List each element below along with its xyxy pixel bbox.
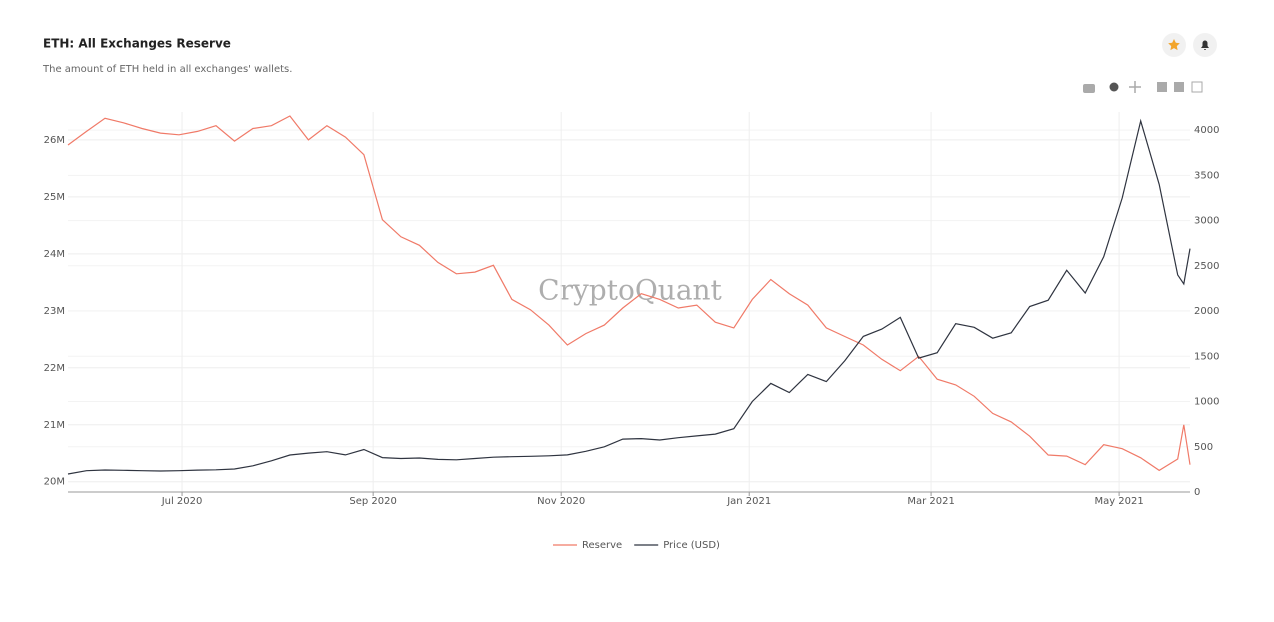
x-tick-label: Mar 2021 <box>907 496 955 507</box>
y2-tick-label: 4000 <box>1194 125 1219 136</box>
x-tick-label: Jan 2021 <box>726 496 771 507</box>
y2-tick-label: 500 <box>1194 442 1213 453</box>
y2-tick-label: 1500 <box>1194 351 1219 362</box>
y-tick-label: 23M <box>44 306 65 317</box>
y-tick-label: 22M <box>44 363 65 374</box>
y2-tick-label: 0 <box>1194 487 1200 498</box>
grid <box>68 112 1190 493</box>
x-tick-label: May 2021 <box>1094 496 1143 507</box>
x-tick-label: Jul 2020 <box>161 496 203 507</box>
reset-icon[interactable] <box>1191 81 1203 93</box>
camera-icon[interactable] <box>1083 84 1095 93</box>
y2-tick-label: 2500 <box>1194 261 1219 272</box>
chart-title: ETH: All Exchanges Reserve <box>43 37 231 51</box>
chart-subtitle: The amount of ETH held in all exchanges'… <box>42 64 292 75</box>
y2-tick-label: 3500 <box>1194 170 1219 181</box>
y-tick-label: 25M <box>44 192 65 203</box>
x-tick-label: Nov 2020 <box>537 496 585 507</box>
y-tick-label: 21M <box>44 420 65 431</box>
y2-tick-label: 2000 <box>1194 306 1219 317</box>
alert-button[interactable] <box>1193 33 1217 57</box>
y-tick-label: 20M <box>44 477 65 488</box>
zoom-icon[interactable] <box>1109 82 1119 92</box>
favorite-button[interactable] <box>1162 33 1186 57</box>
y2-tick-label: 1000 <box>1194 397 1219 408</box>
x-tick-label: Sep 2020 <box>349 496 396 507</box>
zoom-out-icon[interactable] <box>1174 82 1184 92</box>
watermark: CryptoQuant <box>538 274 722 307</box>
legend-label: Price (USD) <box>663 540 720 551</box>
y2-tick-label: 3000 <box>1194 216 1219 227</box>
toolbar <box>1083 81 1203 93</box>
data-line <box>67 118 1191 475</box>
y-tick-label: 24M <box>44 249 65 260</box>
legend-label: Reserve <box>582 540 622 551</box>
data-line <box>67 115 1191 472</box>
y-tick-label: 26M <box>44 135 65 146</box>
pan-icon[interactable] <box>1129 81 1141 93</box>
zoom-in-icon[interactable] <box>1157 82 1167 92</box>
